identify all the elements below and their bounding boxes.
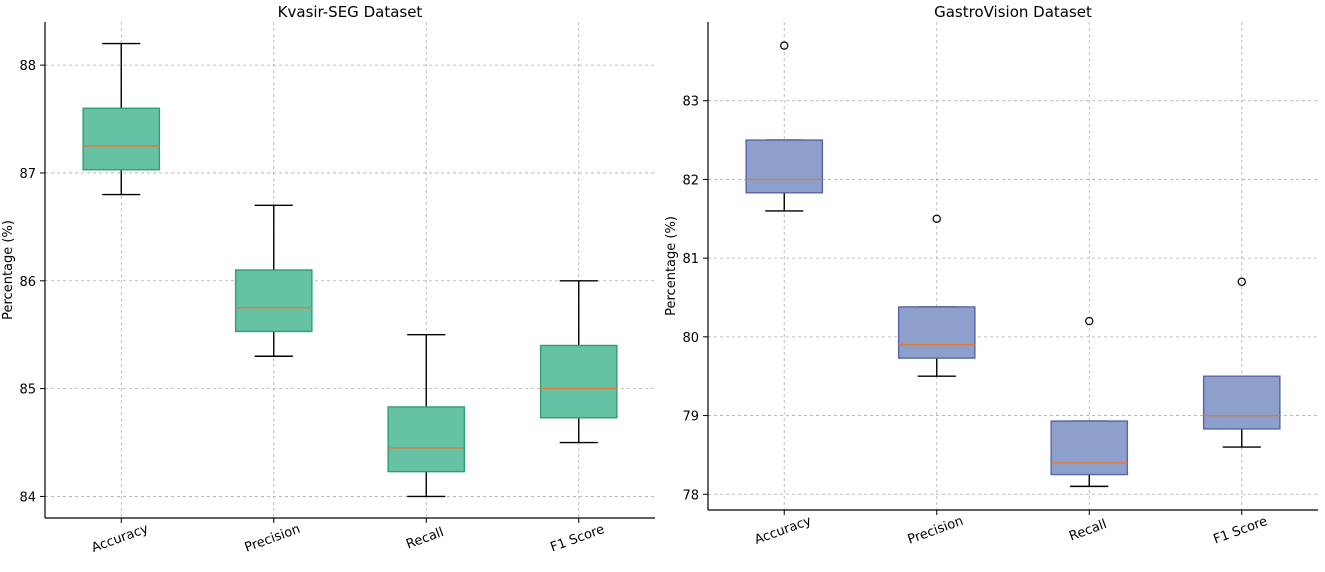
gastro-accuracy-box [745, 139, 824, 194]
kvasir-y-tick-label: 85 [19, 383, 36, 398]
gastro-y-axis-label: Percentage (%) [664, 216, 679, 316]
gastro-x-tick-label-f1-score: F1 Score [1212, 514, 1270, 547]
gastro-precision-box [897, 306, 976, 359]
kvasir-precision-box [234, 269, 313, 333]
kvasir-chart-title: Kvasir-SEG Dataset [278, 3, 423, 21]
gastro-y-tick-label: 79 [682, 410, 699, 425]
kvasir-x-tick-label-precision: Precision [243, 522, 303, 556]
gastro-recall-box [1050, 420, 1129, 476]
kvasir-y-tick-label: 88 [19, 59, 36, 74]
kvasir-y-tick-label: 84 [19, 490, 36, 505]
kvasir-x-tick-label-accuracy: Accuracy [90, 521, 151, 555]
kvasir-y-tick-label: 87 [19, 167, 36, 182]
kvasir-recall-box [387, 406, 466, 473]
gastro-chart-title: GastroVision Dataset [934, 3, 1092, 21]
gastro-x-tick-label-recall: Recall [1067, 517, 1109, 544]
gastro-y-tick-label: 82 [682, 173, 699, 188]
kvasir-x-tick-label-recall: Recall [404, 525, 446, 552]
gastro-accuracy-outlier [780, 41, 789, 50]
kvasir-x-tick-label-f1-score: F1 Score [549, 522, 607, 555]
gastro-y-tick-label: 81 [682, 252, 699, 267]
gastro-y-tick-label: 78 [682, 488, 699, 503]
kvasir-y-axis-label: Percentage (%) [1, 220, 16, 320]
gastro-f1-score-box [1202, 375, 1281, 430]
gastro-x-tick-label-accuracy: Accuracy [753, 513, 814, 547]
gastro-recall-outlier [1085, 316, 1094, 326]
gastro-precision-outlier [932, 214, 941, 223]
gastro-x-tick-label-precision: Precision [906, 514, 966, 548]
kvasir-accuracy-box [82, 107, 161, 171]
kvasir-y-tick-label: 86 [19, 275, 36, 290]
gastro-y-tick-label: 80 [682, 331, 699, 346]
gastro-f1-score-outlier [1237, 277, 1246, 286]
kvasir-f1-score-box [539, 344, 618, 419]
gastro-y-tick-label: 83 [682, 95, 699, 110]
